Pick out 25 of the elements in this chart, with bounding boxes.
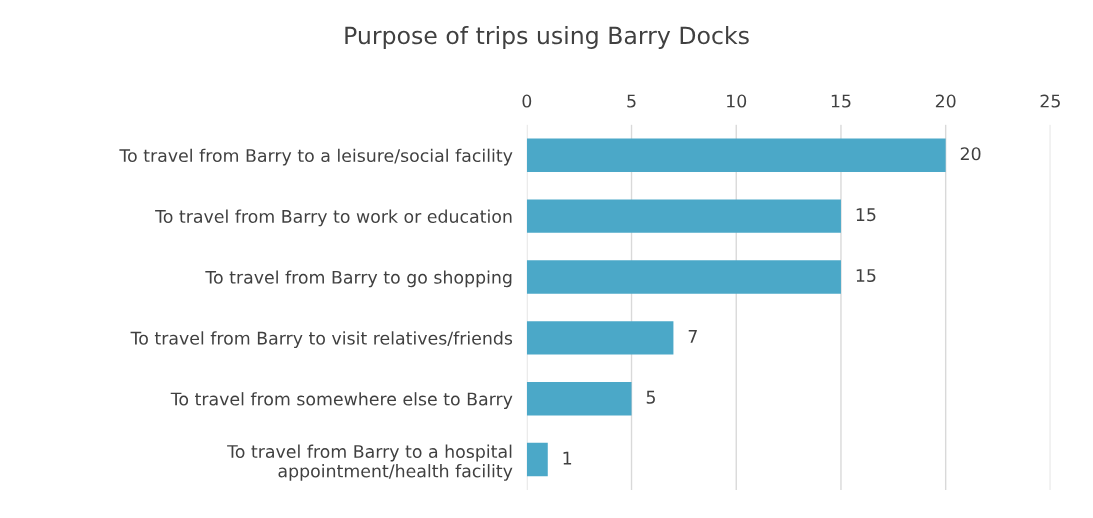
bar	[526, 260, 841, 294]
x-tick-label: 0	[522, 94, 532, 108]
data-label: 20	[960, 147, 981, 161]
x-tick-label: 20	[935, 94, 956, 108]
y-tick-label: To travel from Barry to work or education	[155, 209, 512, 227]
bar	[526, 199, 841, 233]
bar	[526, 321, 674, 355]
data-label: 5	[646, 390, 655, 404]
data-label: 1	[563, 451, 572, 465]
bar	[526, 381, 632, 416]
data-label: 15	[856, 269, 876, 283]
y-tick-label: To travel from somewhere else to Barry	[170, 392, 513, 409]
y-tick-label: To travel from Barry to a hospital appointment/health facility	[227, 444, 513, 481]
x-tick-label: 15	[831, 94, 851, 108]
y-tick-label: To travel from Barry to visit relatives/friends	[130, 331, 513, 349]
x-tick-label: 5	[627, 94, 636, 108]
x-tick-label: 10	[727, 94, 747, 108]
data-label: 15	[856, 208, 876, 222]
y-tick-label: To travel from Barry to a leisure/social facility	[119, 148, 513, 166]
x-tick-label: 25	[1040, 94, 1060, 108]
bar	[526, 138, 946, 173]
data-label: 7	[688, 330, 697, 343]
y-tick-label: To travel from Barry to go shopping	[205, 270, 512, 288]
chart-title: Purpose of trips using Barry Docks	[345, 26, 749, 49]
bar	[526, 442, 548, 477]
